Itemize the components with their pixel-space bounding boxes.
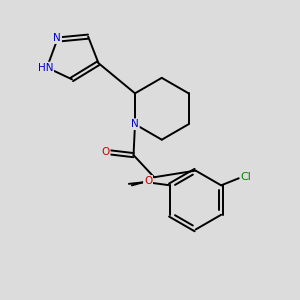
Text: HN: HN xyxy=(38,63,53,73)
Text: Cl: Cl xyxy=(241,172,252,182)
Text: N: N xyxy=(131,119,139,129)
Text: O: O xyxy=(144,176,152,186)
Text: N: N xyxy=(53,33,61,43)
Text: O: O xyxy=(101,147,110,157)
